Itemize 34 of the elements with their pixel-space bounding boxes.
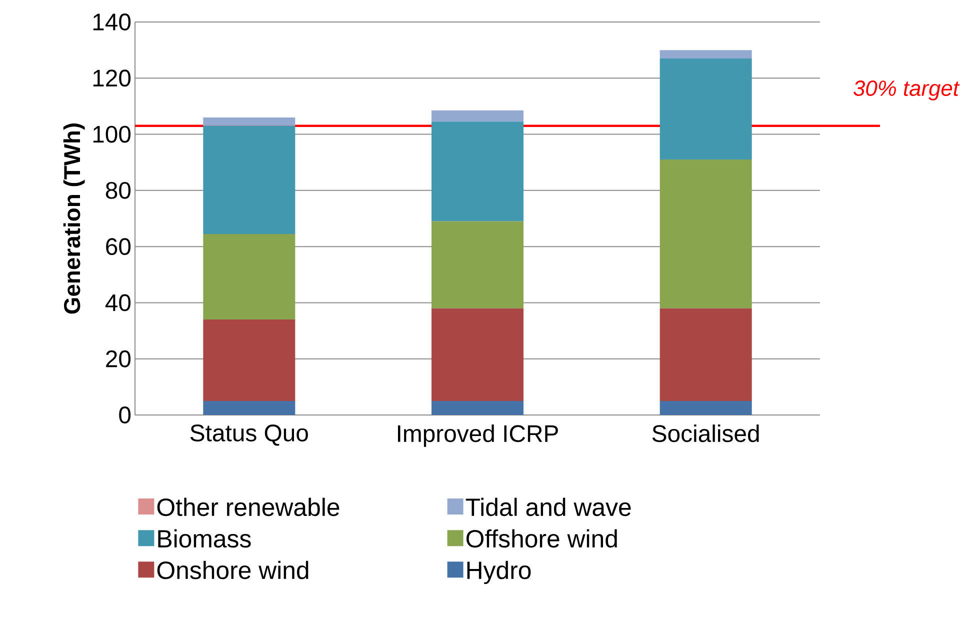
y-axis-title: Generation (TWh) xyxy=(63,124,85,314)
y-tick-label: 80 xyxy=(106,182,131,199)
y-tick-label: 100 xyxy=(93,126,131,143)
bar xyxy=(432,308,524,401)
legend-label: Hydro xyxy=(467,560,531,584)
bar xyxy=(203,234,296,320)
y-tick-label: 140 xyxy=(93,14,131,30)
y-tick-label: 60 xyxy=(106,238,131,256)
bar xyxy=(432,122,524,222)
y-tick-label: 120 xyxy=(93,70,131,87)
bar xyxy=(203,117,296,126)
y-tick-label: 20 xyxy=(106,350,131,368)
legend-label: Tidal and wave xyxy=(466,498,631,516)
x-tick-label: Improved ICRP xyxy=(398,424,558,447)
y-tick-label: 40 xyxy=(105,294,131,312)
x-tick-label: Socialised xyxy=(652,424,759,442)
bar xyxy=(432,400,524,415)
bar xyxy=(660,308,752,401)
x-tick-label: Status Quo xyxy=(190,424,308,446)
bar xyxy=(660,50,752,58)
bar xyxy=(203,126,296,234)
bar xyxy=(432,221,524,308)
legend-label: Offshore wind xyxy=(466,529,617,548)
legend-label: Biomass xyxy=(158,529,251,548)
legend-label: Onshore wind xyxy=(157,560,308,580)
bar xyxy=(660,400,752,415)
legend-label: Other renewable xyxy=(157,498,340,516)
bar xyxy=(432,110,524,122)
bar xyxy=(660,58,752,160)
bar xyxy=(203,400,296,415)
ref-line-label: 30% target xyxy=(854,80,960,100)
y-tick-label: 0 xyxy=(119,406,131,424)
bar xyxy=(203,320,296,401)
bar xyxy=(660,160,752,308)
